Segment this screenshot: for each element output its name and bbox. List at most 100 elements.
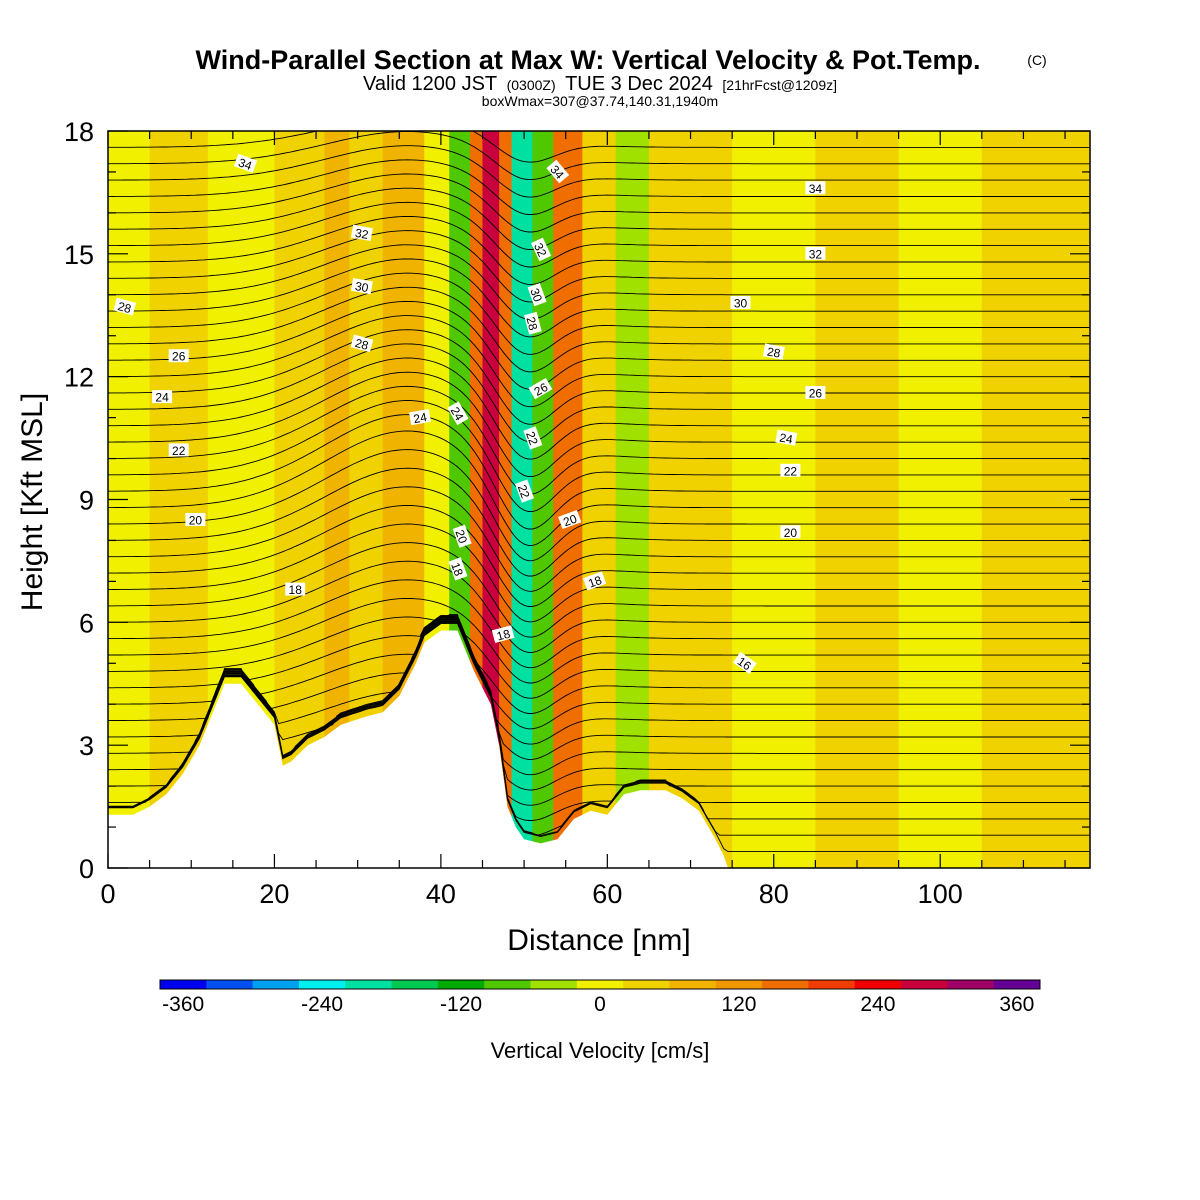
velocity-band (898, 131, 983, 868)
colorbar-label: Vertical Velocity [cm/s] (491, 1038, 710, 1063)
colorbar-tick-label: 120 (721, 993, 756, 1016)
theta-contour (108, 614, 1090, 714)
contour-label: 22 (780, 463, 801, 478)
contour-label-text: 32 (809, 247, 823, 261)
x-tick-label: 100 (918, 879, 963, 909)
colorbar-tick-label: 240 (860, 993, 895, 1016)
valid-time-utc: (0300Z) (507, 77, 556, 93)
x-tick-label: 40 (426, 879, 456, 909)
colorbar-swatch (576, 980, 624, 989)
contour-label: 28 (523, 311, 542, 335)
colorbar-tick-label: -240 (301, 993, 343, 1016)
contour-label: 22 (515, 479, 535, 503)
colorbar-tick-label: -360 (162, 993, 204, 1016)
theta-contour (108, 467, 1090, 577)
contour-label: 18 (448, 557, 468, 581)
velocity-band (732, 131, 816, 868)
colorbar-frame (159, 979, 1041, 990)
theta-contour (108, 159, 1090, 215)
velocity-band (532, 131, 554, 868)
contour-label-text: 32 (354, 226, 370, 242)
theta-contour (108, 504, 1090, 607)
contour-label: 22 (168, 443, 189, 458)
contour-label-text: 30 (354, 279, 370, 295)
theta-contour (108, 258, 1090, 338)
contour-label-text: 20 (784, 526, 798, 540)
contour-label: 28 (762, 343, 785, 361)
colorbar-ticks: -360 -240 -120 0 120 240 360 (162, 993, 1034, 1016)
contour-label: 24 (409, 408, 431, 426)
contour-label: 32 (350, 224, 373, 242)
contour-label-text: 18 (289, 583, 303, 597)
theta-contour (108, 414, 1090, 530)
contour-label-text: 26 (809, 387, 823, 401)
contour-label: 20 (452, 524, 472, 548)
theta-contour (108, 300, 1090, 390)
colorbar-swatch (252, 980, 300, 989)
contour-label-text: 18 (495, 627, 512, 644)
potential-temperature-contours (108, 131, 1090, 853)
box-wmax-info: boxWmax=307@37.74,140.31,1940m (482, 93, 718, 109)
valid-date: TUE 3 Dec 2024 (565, 73, 713, 95)
y-tick-label: 3 (79, 731, 94, 761)
forecast-info: [21hrFcst@1209z] (722, 77, 837, 93)
contour-label-text: 28 (766, 345, 782, 361)
theta-contour (108, 430, 1090, 546)
contour-label-text: 20 (561, 511, 579, 529)
theta-contour (108, 187, 1090, 250)
x-tick-label: 60 (592, 879, 622, 909)
contour-label-text: 34 (236, 155, 254, 173)
theta-contour (108, 622, 1090, 837)
theta-contour (108, 173, 1090, 233)
theta-contour (108, 145, 1090, 198)
colorbar-swatch (437, 980, 485, 989)
theta-contour (108, 618, 1090, 776)
contour-label: 30 (527, 283, 547, 307)
contour-label-text: 30 (734, 297, 748, 311)
contour-labels: 34 34 34 32 32 32 30 30 30 28 28 28 28 26 26 26 24 24 24 24… (113, 153, 826, 674)
contour-label-text: 22 (172, 444, 186, 458)
colorbar-swatch (298, 980, 346, 989)
contour-label: 24 (775, 429, 798, 447)
contour-label: 18 (285, 582, 306, 597)
contour-label: 24 (152, 390, 173, 405)
colorbar-swatch (947, 980, 994, 989)
contour-label: 20 (185, 513, 206, 528)
copyright-mark: (C) (1027, 52, 1046, 68)
contour-label: 32 (531, 237, 552, 262)
colorbar-swatch (206, 980, 253, 989)
contour-label-text: 24 (448, 404, 467, 423)
terrain-mask (108, 630, 728, 868)
contour-label: 34 (805, 181, 826, 196)
theta-contour (108, 542, 1090, 638)
colorbar-swatch (715, 980, 763, 989)
contour-label-text: 30 (527, 286, 545, 304)
contour-label-text: 28 (353, 336, 370, 353)
contour-label: 28 (350, 334, 374, 353)
contour-label-text: 18 (586, 573, 604, 591)
theta-contour (108, 620, 1090, 821)
contour-label-text: 22 (784, 464, 798, 478)
velocity-band (149, 131, 209, 868)
theta-contour (108, 619, 1090, 806)
y-tick-label: 9 (79, 486, 94, 516)
theta-contour (108, 286, 1090, 373)
colorbar-swatch (669, 980, 717, 989)
theta-contour (108, 357, 1090, 460)
colorbar-tick-label: -120 (440, 993, 482, 1016)
contour-label: 18 (583, 571, 607, 591)
x-axis-label: Distance [nm] (507, 924, 690, 957)
contour-label-text: 20 (452, 528, 470, 546)
contour-label-text: 26 (532, 380, 551, 399)
theta-contour (108, 371, 1090, 478)
theta-contour (108, 449, 1090, 562)
colorbar-swatch (530, 980, 578, 989)
velocity-band (553, 131, 583, 868)
theta-contour (108, 616, 1090, 745)
colorbar-swatch (623, 980, 670, 989)
colorbar-swatch (484, 980, 531, 989)
chart-subtitle: Valid 1200 JST (0300Z) TUE 3 Dec 2024 [2… (363, 73, 837, 95)
x-axis-ticks: 0 20 40 60 80 100 (100, 131, 1066, 909)
theta-contour (108, 272, 1090, 355)
